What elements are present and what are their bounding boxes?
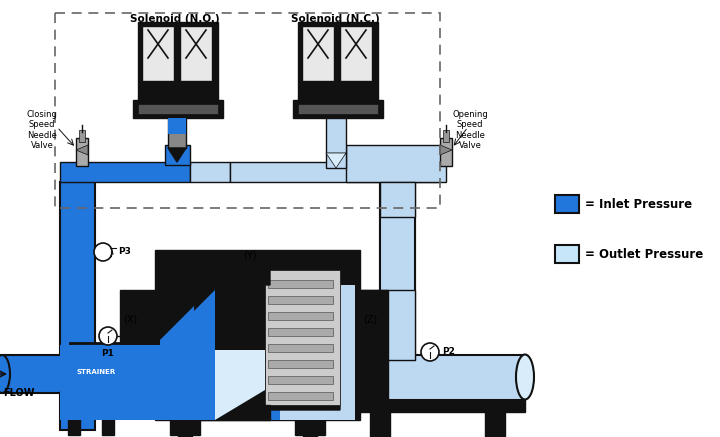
Ellipse shape [341,354,359,399]
Text: Solenoid (N.O.): Solenoid (N.O.) [130,14,220,24]
Polygon shape [60,290,215,420]
Polygon shape [155,250,360,420]
Bar [70,343,122,391]
Bar [380,182,415,360]
Text: P2: P2 [442,347,455,357]
Text: P1: P1 [102,349,114,358]
Circle shape [421,343,439,361]
Bar [60,390,95,405]
Polygon shape [76,145,88,155]
Polygon shape [195,262,270,285]
Bar [302,26,334,81]
Bar [350,400,525,412]
Bar [298,104,378,114]
Text: Closing
Speed
Needle
Valve: Closing Speed Needle Valve [27,110,58,150]
Bar [303,435,317,437]
Text: FLOW: FLOW [3,388,35,398]
Bar [79,130,85,142]
Bar [295,420,325,435]
Bar [0,355,120,393]
Bar [355,290,415,360]
Bar [230,162,440,182]
Bar [326,153,346,168]
Bar [142,26,174,81]
Bar [268,296,333,304]
Bar [268,312,333,320]
Bar [350,290,388,410]
Bar [268,360,333,368]
Bar [133,100,223,118]
Polygon shape [326,153,346,168]
Bar [138,22,218,107]
Bar [76,138,88,166]
Bar [293,100,383,118]
Polygon shape [265,270,340,405]
Polygon shape [215,285,355,420]
Text: Opening
Speed
Needle
Valve: Opening Speed Needle Valve [452,110,488,150]
Bar [443,130,449,142]
Text: (Y): (Y) [243,250,257,260]
Bar [60,182,95,430]
Text: (X): (X) [123,315,137,325]
Bar [380,182,415,360]
Bar [555,195,579,213]
Bar [350,355,525,400]
Polygon shape [215,350,265,420]
Ellipse shape [516,354,534,399]
Bar [485,412,505,437]
Bar [170,420,200,435]
Bar [380,182,415,217]
Bar [268,392,333,400]
Polygon shape [168,148,186,162]
Bar [68,405,80,435]
Polygon shape [158,255,355,418]
Bar [168,118,186,134]
Text: Solenoid (N.C.): Solenoid (N.C.) [291,14,379,24]
Bar [268,328,333,336]
Bar [138,104,218,114]
Text: STRAINER: STRAINER [76,369,116,375]
Text: (Z): (Z) [363,315,377,325]
Bar [102,405,114,435]
Bar [326,118,346,153]
Circle shape [99,327,117,345]
Ellipse shape [112,355,128,393]
Polygon shape [195,268,340,410]
Bar [165,145,190,165]
Polygon shape [195,270,265,405]
Polygon shape [60,355,155,420]
Text: P3: P3 [118,247,131,257]
Bar [298,22,378,107]
Bar [120,290,158,410]
Bar [168,118,186,148]
Bar [60,162,190,182]
Bar [268,344,333,352]
Polygon shape [440,145,452,155]
Bar [190,162,230,182]
Bar [268,280,333,288]
Bar [440,138,452,166]
Polygon shape [160,285,280,420]
Bar [340,26,372,81]
Bar [180,26,212,81]
Polygon shape [195,405,270,420]
Bar [346,145,446,182]
Ellipse shape [0,355,10,393]
Bar [268,376,333,384]
Text: = Outlet Pressure: = Outlet Pressure [585,247,703,260]
Bar [178,435,192,437]
Circle shape [94,243,112,261]
Bar [370,412,390,437]
Text: = Inlet Pressure: = Inlet Pressure [585,198,692,211]
Bar [555,245,579,263]
